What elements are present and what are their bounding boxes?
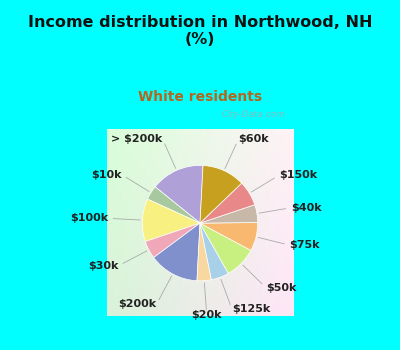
Wedge shape <box>200 166 242 223</box>
Wedge shape <box>154 223 200 281</box>
Text: > $200k: > $200k <box>111 134 162 144</box>
Wedge shape <box>200 183 255 223</box>
Wedge shape <box>148 187 200 223</box>
Text: $40k: $40k <box>291 203 322 213</box>
Text: City-Data.com: City-Data.com <box>222 110 286 119</box>
Text: $10k: $10k <box>91 169 122 180</box>
Text: $125k: $125k <box>232 304 270 315</box>
Wedge shape <box>197 223 212 281</box>
Wedge shape <box>200 223 228 280</box>
Text: $60k: $60k <box>238 134 269 144</box>
Text: $150k: $150k <box>279 170 317 180</box>
Text: Income distribution in Northwood, NH
(%): Income distribution in Northwood, NH (%) <box>28 15 372 47</box>
Wedge shape <box>155 166 203 223</box>
Text: $20k: $20k <box>192 310 222 320</box>
Text: $100k: $100k <box>70 213 108 223</box>
Text: $50k: $50k <box>266 282 296 293</box>
Wedge shape <box>200 223 258 250</box>
Text: $200k: $200k <box>118 299 156 309</box>
Wedge shape <box>145 223 200 258</box>
Wedge shape <box>200 205 258 223</box>
Text: White residents: White residents <box>138 90 262 104</box>
Text: $30k: $30k <box>88 261 118 271</box>
Wedge shape <box>200 223 251 273</box>
Wedge shape <box>142 199 200 241</box>
Text: $75k: $75k <box>290 240 320 250</box>
